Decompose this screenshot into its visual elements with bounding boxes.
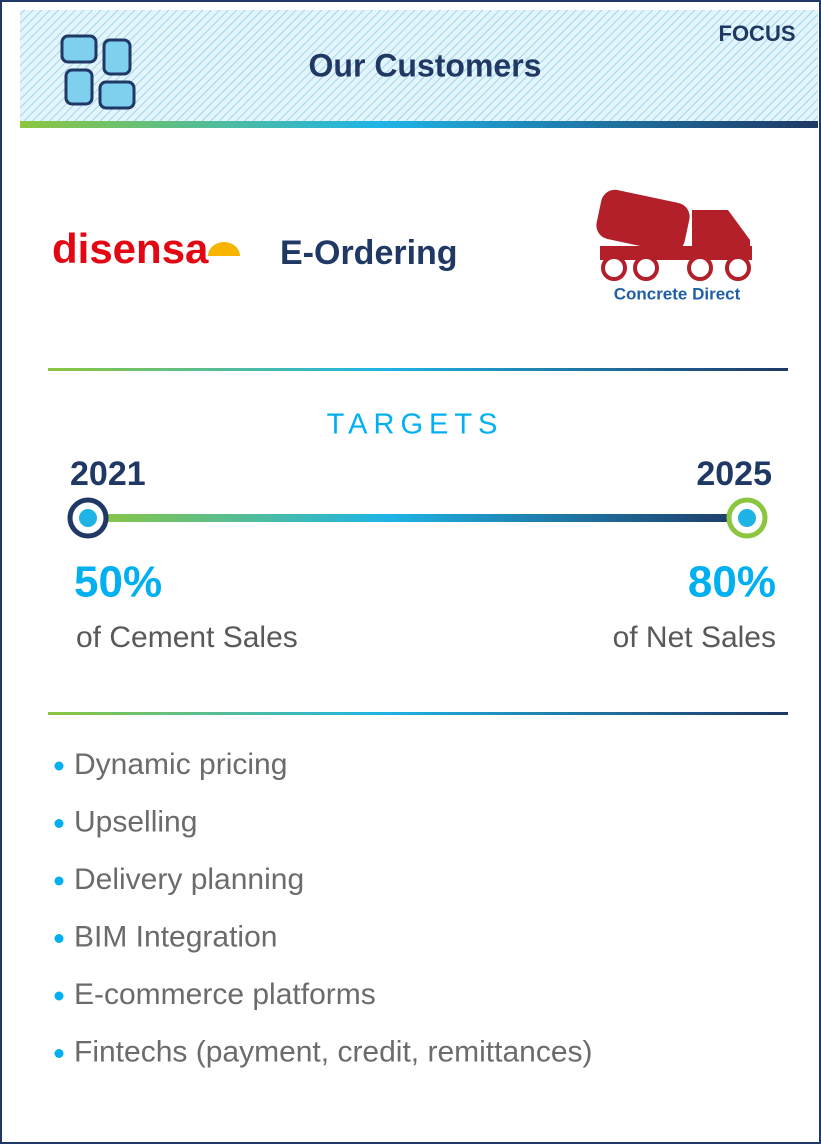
bullet-dot — [54, 876, 64, 886]
timeline — [88, 514, 748, 522]
start-value: 50% — [74, 558, 162, 607]
end-node — [726, 497, 768, 539]
header-band — [20, 10, 818, 122]
end-caption: of Net Sales — [613, 621, 776, 654]
end-year: 2025 — [696, 455, 772, 493]
title: Our Customers — [309, 47, 542, 83]
bullet-text: Dynamic pricing — [74, 748, 287, 781]
bullet-text: Upselling — [74, 805, 197, 838]
bullet-dot — [54, 1049, 64, 1058]
bullet-dot — [54, 761, 64, 771]
concrete-direct-logo: Concrete Direct — [614, 284, 741, 303]
start-node — [67, 497, 109, 539]
bullet-text: BIM Integration — [74, 920, 277, 953]
divider — [48, 368, 788, 371]
bullet-list: Dynamic pricing Upselling Delivery plannin… — [54, 748, 593, 1068]
helmet-icon — [208, 242, 240, 256]
bullet-dot — [54, 991, 64, 1001]
start-year: 2021 — [70, 455, 146, 493]
start-caption: of Cement Sales — [76, 621, 298, 654]
bullet-dot — [54, 934, 64, 943]
truck-icon — [596, 189, 752, 281]
bullet-text: Fintechs (payment, credit, remittances) — [74, 1035, 593, 1068]
focus-tag: FOCUS — [719, 21, 796, 46]
end-value: 80% — [688, 558, 776, 607]
targets-heading: TARGETS — [327, 409, 504, 441]
bullet-text: E-commerce platforms — [74, 978, 376, 1011]
header-rule — [20, 121, 818, 128]
bullet-dot — [54, 819, 64, 828]
bullet-text: Delivery planning — [74, 863, 304, 896]
e-ordering: E-Ordering — [280, 234, 458, 272]
disensa-logo: disensa — [52, 225, 209, 272]
divider — [48, 712, 788, 715]
hands-icon — [60, 34, 136, 110]
